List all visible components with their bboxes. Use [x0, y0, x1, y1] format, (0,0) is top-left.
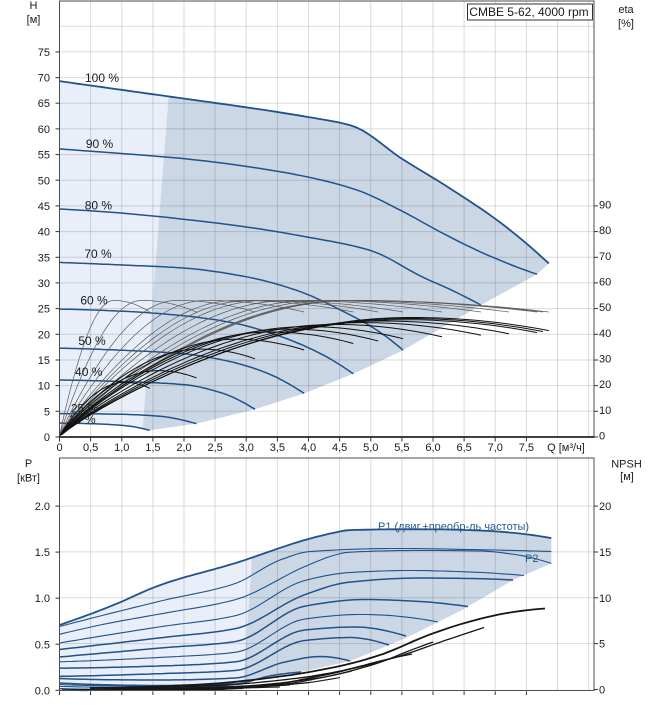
svg-text:35: 35: [38, 252, 50, 264]
svg-text:1.5: 1.5: [35, 547, 50, 559]
svg-text:2.0: 2.0: [35, 501, 50, 513]
svg-text:2,0: 2,0: [176, 442, 191, 454]
svg-text:4,5: 4,5: [332, 442, 347, 454]
svg-text:30: 30: [38, 278, 50, 290]
svg-text:100 %: 100 %: [85, 71, 119, 85]
svg-text:20: 20: [599, 379, 611, 391]
svg-text:1,5: 1,5: [145, 442, 160, 454]
svg-text:45: 45: [38, 201, 50, 213]
svg-text:60: 60: [38, 124, 50, 136]
svg-text:H: H: [30, 0, 38, 12]
svg-text:40: 40: [38, 227, 50, 239]
svg-text:50 %: 50 %: [78, 334, 106, 348]
svg-text:0: 0: [44, 432, 50, 444]
svg-text:55: 55: [38, 150, 50, 162]
svg-text:CMBE 5-62, 4000 rpm: CMBE 5-62, 4000 rpm: [469, 5, 588, 19]
svg-text:Q [м³/ч]: Q [м³/ч]: [547, 442, 585, 454]
svg-text:7,5: 7,5: [519, 442, 534, 454]
svg-text:90: 90: [599, 199, 611, 211]
svg-text:15: 15: [38, 355, 50, 367]
svg-text:0,5: 0,5: [83, 442, 98, 454]
svg-text:P: P: [25, 458, 32, 470]
svg-text:0: 0: [599, 431, 605, 443]
svg-text:[м]: [м]: [620, 471, 634, 483]
svg-text:75: 75: [38, 47, 50, 59]
svg-text:7,0: 7,0: [488, 442, 503, 454]
svg-text:0: 0: [56, 442, 62, 454]
svg-text:6,5: 6,5: [456, 442, 471, 454]
svg-text:0.5: 0.5: [35, 639, 50, 651]
svg-text:70: 70: [38, 73, 50, 85]
svg-text:50: 50: [599, 302, 611, 314]
svg-text:10: 10: [599, 593, 611, 605]
svg-text:70 %: 70 %: [84, 247, 112, 261]
svg-text:50: 50: [38, 175, 50, 187]
svg-text:5: 5: [599, 639, 605, 651]
svg-text:40 %: 40 %: [75, 365, 103, 379]
svg-text:30: 30: [599, 353, 611, 365]
svg-text:15: 15: [599, 547, 611, 559]
svg-text:6,0: 6,0: [425, 442, 440, 454]
svg-text:19 %: 19 %: [68, 413, 96, 427]
svg-text:5,0: 5,0: [363, 442, 378, 454]
svg-text:P1 (двиг.+преобр-ль частоты): P1 (двиг.+преобр-ль частоты): [378, 521, 529, 533]
svg-text:25 %: 25 %: [71, 402, 99, 416]
svg-text:0: 0: [599, 685, 605, 697]
svg-text:10: 10: [599, 405, 611, 417]
svg-text:40: 40: [599, 328, 611, 340]
svg-text:20: 20: [599, 501, 611, 513]
svg-text:[%]: [%]: [618, 18, 634, 30]
svg-text:[м]: [м]: [27, 14, 41, 26]
svg-text:5: 5: [44, 406, 50, 418]
svg-text:90 %: 90 %: [86, 137, 114, 151]
svg-text:3,0: 3,0: [239, 442, 254, 454]
svg-text:5,5: 5,5: [394, 442, 409, 454]
svg-text:[кВт]: [кВт]: [17, 473, 40, 485]
svg-text:1,0: 1,0: [114, 442, 129, 454]
svg-text:70: 70: [599, 251, 611, 263]
svg-text:60 %: 60 %: [80, 294, 108, 308]
svg-text:20: 20: [38, 329, 50, 341]
svg-text:2,5: 2,5: [207, 442, 222, 454]
svg-text:25: 25: [38, 304, 50, 316]
svg-text:80: 80: [599, 225, 611, 237]
svg-text:eta: eta: [618, 4, 634, 16]
svg-text:65: 65: [38, 98, 50, 110]
svg-text:NPSH: NPSH: [611, 459, 642, 471]
svg-text:4,0: 4,0: [301, 442, 316, 454]
svg-text:3,5: 3,5: [270, 442, 285, 454]
svg-text:10: 10: [38, 381, 50, 393]
svg-text:60: 60: [599, 276, 611, 288]
svg-text:1.0: 1.0: [35, 593, 50, 605]
svg-text:P2: P2: [525, 553, 538, 565]
svg-text:0.0: 0.0: [35, 685, 50, 697]
svg-text:80 %: 80 %: [85, 199, 113, 213]
